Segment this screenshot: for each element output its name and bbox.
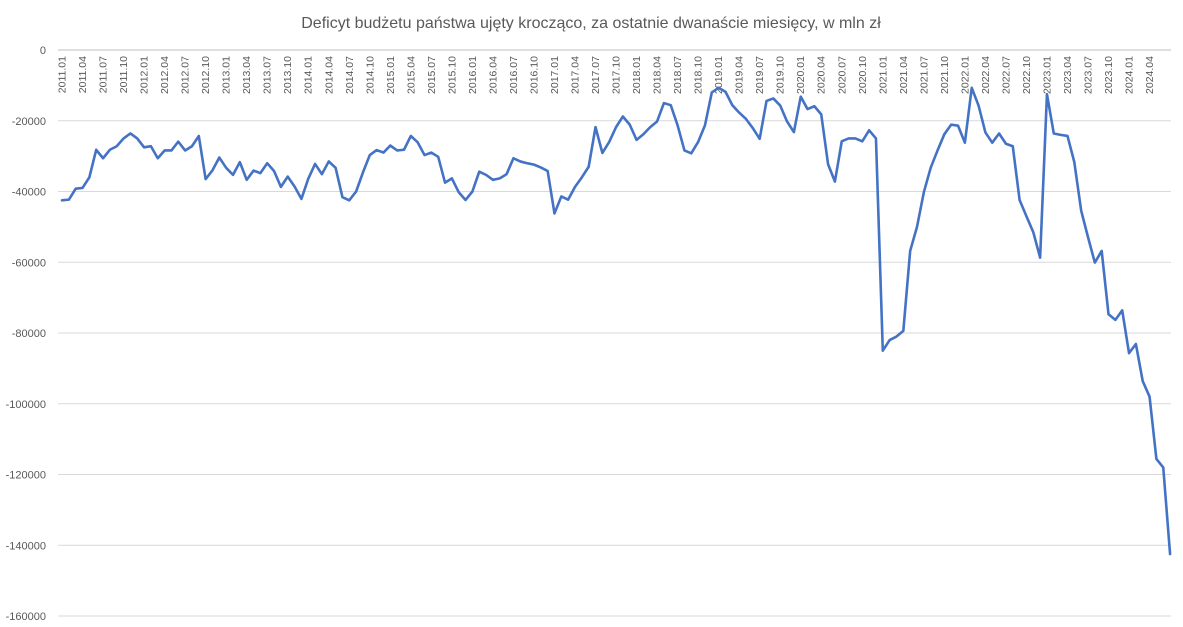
x-tick-label: 2011.10 (118, 56, 130, 93)
x-tick-label: 2021.10 (939, 56, 951, 94)
x-tick-label: 2019.04 (734, 56, 746, 94)
x-tick-label: 2020.10 (857, 56, 869, 94)
x-tick-label: 2012.04 (159, 56, 171, 94)
x-tick-label: 2023.07 (1083, 56, 1095, 94)
x-tick-label: 2020.07 (836, 56, 848, 94)
y-axis-tick-labels: 0 -20000 -40000 -60000 -80000 -100000 -120000 -… (6, 45, 46, 623)
gridlines (58, 49, 1171, 617)
x-tick-label: 2020.04 (816, 56, 828, 94)
x-tick-label: 2016.10 (528, 56, 540, 94)
x-tick-label: 2015.04 (405, 56, 417, 94)
y-tick-label: -160000 (6, 611, 46, 623)
y-tick-label: 0 (40, 45, 46, 57)
y-tick-label: -100000 (6, 399, 46, 411)
x-tick-label: 2016.04 (487, 56, 499, 94)
x-tick-label: 2015.10 (446, 56, 458, 94)
x-tick-label: 2016.07 (508, 56, 520, 94)
x-tick-label: 2022.07 (1000, 56, 1012, 94)
x-tick-label: 2021.01 (877, 56, 889, 94)
x-tick-label: 2014.04 (323, 56, 335, 94)
x-tick-label: 2017.01 (549, 56, 561, 94)
x-tick-label: 2019.01 (713, 56, 725, 94)
y-tick-label: -140000 (6, 540, 46, 552)
x-tick-label: 2013.07 (262, 56, 274, 94)
y-tick-label: -80000 (12, 328, 46, 340)
x-axis-tick-labels: 2011.01 2011.04 2011.07 2011.10 2012.01 2012.… (57, 56, 1157, 94)
x-tick-label: 2018.10 (693, 56, 705, 94)
y-tick-label: -120000 (6, 470, 46, 482)
series-line (60, 86, 1172, 556)
x-tick-label: 2022.04 (980, 56, 992, 94)
x-tick-label: 2019.10 (775, 56, 787, 94)
x-tick-label: 2018.07 (672, 56, 684, 94)
x-tick-label: 2019.07 (754, 56, 766, 94)
x-tick-label: 2014.10 (364, 56, 376, 94)
x-tick-label: 2022.10 (1021, 56, 1033, 94)
x-tick-label: 2012.07 (180, 56, 192, 94)
x-tick-label: 2017.10 (611, 56, 623, 94)
x-tick-label: 2015.01 (385, 56, 397, 94)
x-tick-label: 2012.01 (139, 56, 151, 94)
x-tick-label: 2022.01 (959, 56, 971, 94)
x-tick-label: 2017.07 (590, 56, 602, 94)
x-tick-label: 2011.01 (57, 56, 69, 93)
plot-area (60, 86, 1172, 556)
x-tick-label: 2024.01 (1124, 56, 1136, 94)
x-tick-label: 2021.04 (898, 56, 910, 94)
x-tick-label: 2018.01 (631, 56, 643, 94)
x-tick-label: 2021.07 (918, 56, 930, 94)
y-tick-label: -20000 (12, 116, 46, 128)
x-tick-label: 2011.07 (98, 56, 110, 93)
x-tick-label: 2023.04 (1062, 56, 1074, 94)
x-tick-label: 2013.01 (221, 56, 233, 94)
y-tick-label: -40000 (12, 187, 46, 199)
x-tick-label: 2017.04 (570, 56, 582, 94)
x-tick-label: 2013.10 (282, 56, 294, 94)
x-tick-label: 2012.10 (200, 56, 212, 94)
x-tick-label: 2014.07 (344, 56, 356, 94)
x-tick-label: 2020.01 (795, 56, 807, 94)
chart-title: Deficyt budżetu państwa ujęty krocząco, … (301, 15, 881, 32)
x-tick-label: 2013.04 (241, 56, 253, 94)
x-tick-label: 2016.01 (467, 56, 479, 94)
x-tick-label: 2023.10 (1103, 56, 1115, 94)
x-tick-label: 2023.01 (1041, 56, 1053, 94)
x-tick-label: 2011.04 (77, 56, 89, 93)
y-tick-label: -60000 (12, 257, 46, 269)
x-tick-label: 2018.04 (652, 56, 664, 94)
x-tick-label: 2015.07 (426, 56, 438, 94)
x-tick-label: 2024.04 (1144, 56, 1156, 94)
x-tick-label: 2014.01 (303, 56, 315, 94)
